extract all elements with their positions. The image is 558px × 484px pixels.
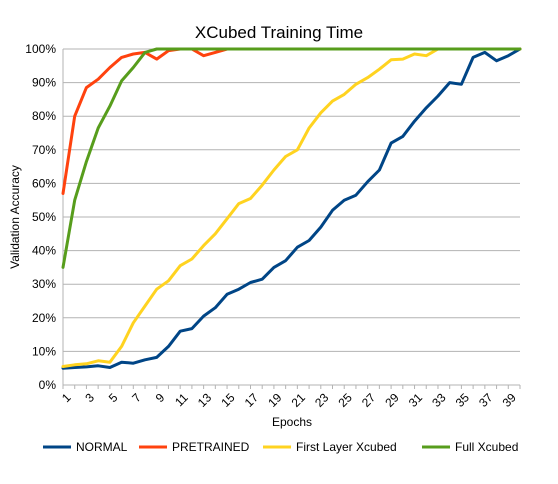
y-tick-label: 90% [32,76,56,90]
x-tick-label: 29 [382,390,402,410]
x-axis-label: Epochs [272,415,312,429]
y-axis-label: Validation Accuracy [8,165,22,269]
x-tick-label: 19 [265,390,285,410]
legend: NORMAL PRETRAINED First Layer Xcubed Full X… [43,440,518,454]
y-tick-label: 10% [32,344,56,358]
x-tick-label: 5 [106,390,121,405]
legend-label-first-layer-xcubed: First Layer Xcubed [296,440,397,454]
y-tick-labels: 0% 10% 20% 30% 40% 50% 60% 70% 80% 90% 100% [25,42,56,392]
y-tick-label: 20% [32,311,56,325]
axes [62,49,521,389]
x-tick-label: 21 [289,390,309,410]
legend-label-full-xcubed: Full Xcubed [455,440,518,454]
series-line-normal [61,47,522,370]
y-tick-label: 60% [32,176,56,190]
x-tick-label: 23 [312,390,332,410]
x-tick-label: 3 [82,390,97,405]
x-tick-label: 31 [406,390,426,410]
y-tick-label: 0% [39,378,57,392]
y-tick-label: 40% [32,244,56,258]
y-tick-label: 80% [32,109,56,123]
y-tick-label: 70% [32,143,56,157]
x-tick-label: 17 [242,390,262,410]
y-tick-label: 50% [32,210,56,224]
y-tick-label: 30% [32,277,56,291]
series-lines [61,47,522,370]
x-tick-label: 9 [153,390,168,405]
x-tick-label: 37 [476,390,496,410]
x-tick-label: 7 [129,390,144,405]
series-line-full-xcubed [61,47,522,269]
x-tick-label: 33 [429,390,449,410]
x-tick-label: 25 [335,390,355,410]
x-tick-label: 35 [453,390,473,410]
x-tick-label: 13 [195,390,215,410]
grid-lines [63,48,520,352]
legend-label-normal: NORMAL [76,440,128,454]
x-tick-label: 15 [218,390,238,410]
chart-title: XCubed Training Time [195,23,363,42]
x-tick-labels: 1 3 5 7 9 11 13 15 17 19 21 23 25 27 29 31 33 35 37 39 [59,390,519,410]
x-tick-label: 11 [172,390,191,409]
y-tick-label: 100% [25,42,56,56]
x-tick-label: 27 [359,390,379,410]
x-tick-label: 1 [59,390,74,405]
legend-label-pretrained: PRETRAINED [172,440,250,454]
x-tick-label: 39 [500,390,520,410]
series-line-first-layer-xcubed [61,47,522,368]
